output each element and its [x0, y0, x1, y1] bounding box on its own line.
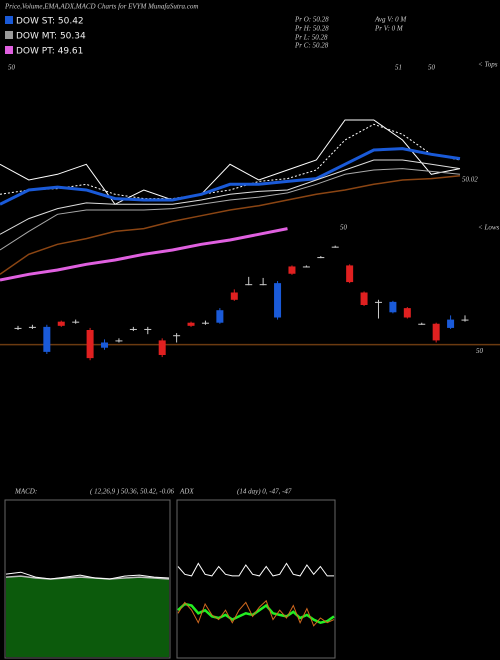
candle-body [14, 327, 22, 329]
legend-swatch [5, 16, 13, 24]
candle-body [302, 266, 310, 268]
annotation: 50 [340, 224, 348, 232]
series-line [0, 168, 461, 251]
candle-body [57, 321, 65, 326]
volume-info: Pr V: 0 M [374, 25, 404, 33]
series-line [0, 227, 288, 282]
candle-body [187, 322, 195, 326]
series-line [0, 119, 461, 205]
volume-info: Avg V: 0 M [374, 16, 407, 24]
page-title: Price,Volume,EMA,ADX,MACD Charts for EVY… [4, 3, 198, 11]
series-line [177, 562, 334, 577]
series-line [0, 147, 461, 206]
series-line [5, 575, 170, 580]
candle-body [158, 340, 166, 355]
candle-body [274, 283, 282, 318]
candle-body [101, 342, 109, 348]
candle-body [72, 321, 80, 323]
adx-panel [176, 499, 336, 659]
legend-label: DOW PT: 49.61 [16, 47, 83, 57]
price-info: Pr H: 50.28 [294, 25, 329, 33]
series-line [0, 159, 461, 235]
legend-swatch [5, 31, 13, 39]
candle-body [432, 323, 440, 341]
series-line [0, 123, 461, 200]
price-info: Pr O: 50.28 [294, 16, 329, 24]
candle-body [230, 292, 238, 300]
macd-params: ( 12,26,9 ) 50.36, 50.42, -0.06 [90, 488, 174, 496]
macd-panel [4, 499, 171, 659]
price-info: Pr L: 50.28 [294, 34, 328, 42]
legend-swatch [5, 46, 13, 54]
candle-body [461, 319, 469, 321]
candle-body [447, 319, 455, 328]
candle-body [129, 328, 137, 330]
candle-body [173, 335, 181, 337]
candle-body [259, 284, 267, 286]
candle-body [245, 284, 253, 286]
candle-body [216, 310, 224, 323]
candle-body [115, 340, 123, 342]
candle-body [331, 246, 339, 248]
price-info: Pr C: 50.28 [294, 42, 329, 50]
candle-body [389, 301, 397, 313]
annotation: < Tops [478, 61, 498, 69]
series-line [0, 174, 461, 275]
candle-body [86, 330, 94, 359]
adx-params: (14 day) 0, -47, -47 [237, 488, 292, 496]
legend-label: DOW MT: 50.34 [16, 32, 86, 42]
candle-body [288, 266, 296, 274]
y-tick-label: 50 [476, 347, 484, 355]
annotation: 50 [8, 64, 16, 72]
macd-title: MACD: [14, 488, 37, 496]
candle-body [28, 326, 36, 328]
candle-body [374, 301, 382, 303]
annotation: < Lows [478, 224, 500, 232]
series-line [177, 599, 335, 627]
candle-body [418, 323, 426, 325]
legend-label: DOW ST: 50.42 [16, 17, 84, 27]
candle-body [403, 308, 411, 318]
adx-title: ADX [179, 488, 194, 496]
candle-body [43, 326, 51, 352]
series-line [5, 571, 170, 580]
annotation: 51 [395, 64, 402, 72]
candle-body [201, 322, 209, 324]
y-tick-label: 50.02 [462, 176, 478, 184]
candle-body [360, 292, 368, 305]
area [6, 576, 169, 657]
candle-body [346, 265, 354, 283]
candle-body [144, 328, 152, 330]
annotation: 50 [428, 64, 436, 72]
candle-body [317, 257, 325, 259]
